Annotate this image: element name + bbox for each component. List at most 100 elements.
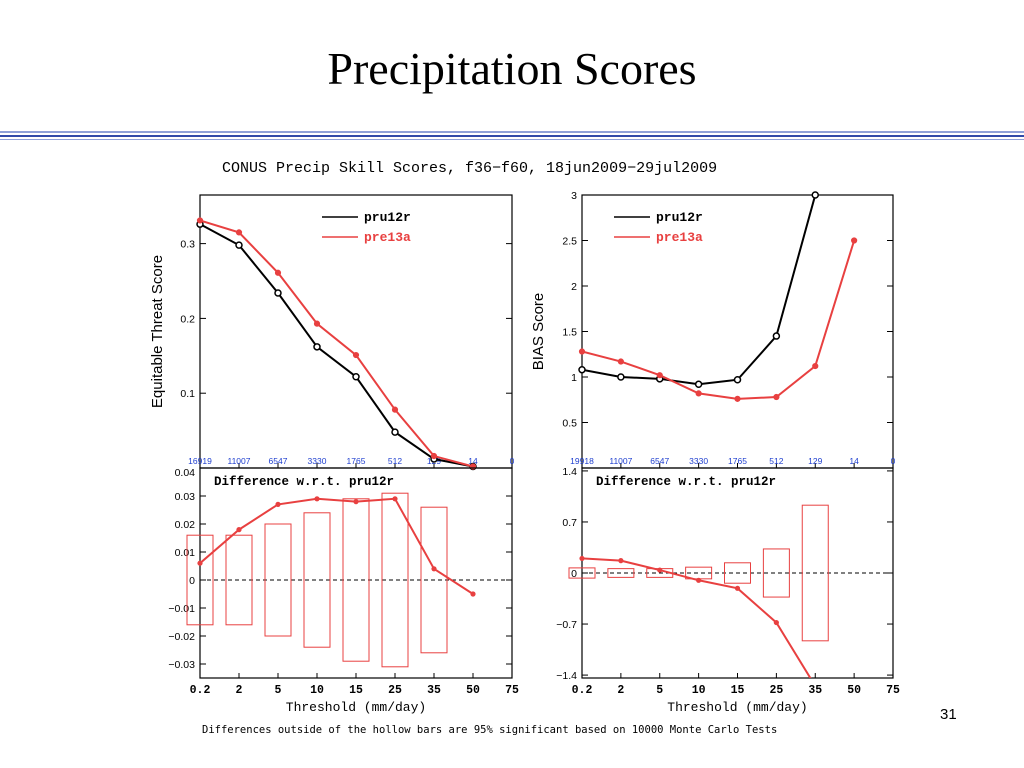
bias-point-pre13a xyxy=(812,362,819,370)
ets-point-pru12r xyxy=(352,373,360,381)
bias-diff-difference-point xyxy=(618,558,624,564)
bias-ytick-label: 2.5 xyxy=(562,236,577,248)
ets-frame xyxy=(199,194,513,469)
bias-sample-count: 6547 xyxy=(650,456,669,466)
title-rule-middle xyxy=(0,135,1024,137)
bias-diff-xtick-label: 25 xyxy=(769,684,783,697)
legend-label-pru12r: pru12r xyxy=(656,210,703,225)
ets-diff-significance-bar xyxy=(381,492,409,668)
ets-ytick-label: 0.2 xyxy=(180,313,195,325)
ets-diff-xtick-label: 75 xyxy=(505,684,519,697)
bias-series-line-pre13a xyxy=(582,240,856,400)
ets-point-pru12r xyxy=(274,289,282,297)
ets-diff-ytick-label-top: 0.04 xyxy=(175,467,196,479)
bias-point-pru12r xyxy=(733,375,742,384)
bias-diff-ytick-label: −1.4 xyxy=(556,670,577,682)
ets-diff-xtick-label: 5 xyxy=(275,684,282,697)
bias-diff-ytick-label: 0 xyxy=(571,568,577,580)
bias-sample-count: 3330 xyxy=(689,456,708,466)
ets-sample-count: 3330 xyxy=(308,456,327,466)
bias-ytick-label: 1 xyxy=(571,372,577,384)
ets-diff-ytick-label: −0.01 xyxy=(168,603,195,615)
bias-diff-xtick-label: 0.2 xyxy=(572,684,593,697)
bias-diff-difference-point xyxy=(657,567,663,573)
ets-point-pre13a xyxy=(430,452,438,460)
ets-diff-ytick-label: 0.02 xyxy=(175,519,196,531)
bias-diff-xtick-label: 5 xyxy=(656,684,663,697)
bias-point-pru12r xyxy=(578,365,586,374)
ets-diff-difference-point xyxy=(392,496,398,502)
ets-diff-ytick-label: 0 xyxy=(189,575,195,587)
ets-diff-significance-bar xyxy=(225,534,253,626)
ets-point-pre13a xyxy=(391,406,399,413)
ets-point-pre13a xyxy=(235,229,243,236)
bias-point-pre13a xyxy=(851,237,858,244)
ets-diff-difference-point xyxy=(197,560,203,566)
bias-diff-significance-bar xyxy=(724,562,751,584)
bias-sample-count: 19918 xyxy=(570,456,594,466)
ets-diff-difference-point xyxy=(314,496,320,502)
ets-diff-difference-point xyxy=(431,566,437,572)
bias-point-pre13a xyxy=(734,395,741,402)
ets-ylabel: Equitable Threat Score xyxy=(149,255,166,408)
ets-diff-xtick-label: 50 xyxy=(466,684,480,697)
bias-diff-significance-bar xyxy=(801,504,829,642)
ets-diff-xtick-label: 25 xyxy=(388,684,402,697)
ets-point-pru12r xyxy=(235,241,243,249)
ets-point-pre13a xyxy=(196,217,204,224)
bias-point-pru12r xyxy=(811,191,819,199)
bias-point-pre13a xyxy=(695,390,702,397)
bias-diff-xtick-label: 35 xyxy=(808,684,822,697)
bias-diff-xtick-label: 2 xyxy=(617,684,624,697)
bias-diff-ytick-label: −0.7 xyxy=(556,619,577,631)
ets-diff-title: Difference w.r.t. pru12r xyxy=(214,475,394,489)
bias-sample-count: 14 xyxy=(849,456,859,466)
ets-diff-xtick-label: 2 xyxy=(236,684,243,697)
ets-diff-ytick-label: −0.02 xyxy=(168,631,195,643)
ets-diff-difference-point xyxy=(275,501,281,507)
ets-series-line-pre13a xyxy=(200,219,474,468)
ets-point-pre13a xyxy=(274,269,282,276)
ets-point-pru12r xyxy=(313,343,321,351)
bias-point-pre13a xyxy=(578,348,586,355)
bias-diff-significance-bar xyxy=(568,567,596,579)
ets-diff-difference-point xyxy=(236,527,242,533)
bias-diff-xtick-label: 15 xyxy=(731,684,745,697)
bias-sample-count: 512 xyxy=(769,456,783,466)
ets-diff-significance-bar xyxy=(342,498,370,662)
bias-diff-xtick-label: 75 xyxy=(886,684,900,697)
ets-point-pre13a xyxy=(313,320,321,327)
legend-label-pru12r: pru12r xyxy=(364,210,411,225)
bias-point-pru12r xyxy=(617,373,625,381)
bias-frame xyxy=(581,194,894,469)
ets-diff-xtick-label: 10 xyxy=(310,684,324,697)
bias-diff-difference-point xyxy=(773,619,779,626)
ets-diff-significance-bar xyxy=(420,506,448,654)
bias-point-pre13a xyxy=(656,372,663,379)
bias-diff-significance-bar xyxy=(607,568,635,578)
bias-diff-difference-point xyxy=(579,555,585,562)
ets-diff-difference-line xyxy=(200,497,474,595)
ets-point-pre13a xyxy=(352,351,360,359)
slide-title: Precipitation Scores xyxy=(327,43,697,94)
bias-diff-difference-point xyxy=(734,585,741,591)
title-rule-top xyxy=(0,131,1024,133)
bias-ytick-label: 3 xyxy=(571,190,577,202)
ets-diff-difference-point xyxy=(470,591,476,597)
ets-diff-xtick-label: 15 xyxy=(349,684,363,697)
ets-sample-count: 0 xyxy=(510,456,515,466)
bias-diff-xlabel: Threshold (mm/day) xyxy=(667,700,807,715)
ets-diff-xtick-label: 35 xyxy=(427,684,441,697)
bias-point-pru12r xyxy=(694,380,703,389)
bias-sample-count: 11007 xyxy=(609,456,632,466)
bias-diff-xtick-label: 10 xyxy=(692,684,706,697)
bias-diff-ytick-label: 1.4 xyxy=(562,466,577,478)
legend-label-pre13a: pre13a xyxy=(656,230,703,245)
ets-diff-xtick-label: 0.2 xyxy=(190,684,211,697)
bias-ytick-label: 2 xyxy=(571,281,577,293)
page-number: 31 xyxy=(940,706,957,723)
ets-diff-xlabel: Threshold (mm/day) xyxy=(286,700,426,715)
bias-series-line-pru12r xyxy=(582,195,817,386)
bias-diff-significance-bar xyxy=(762,548,790,598)
ets-diff-difference-point xyxy=(353,499,359,505)
